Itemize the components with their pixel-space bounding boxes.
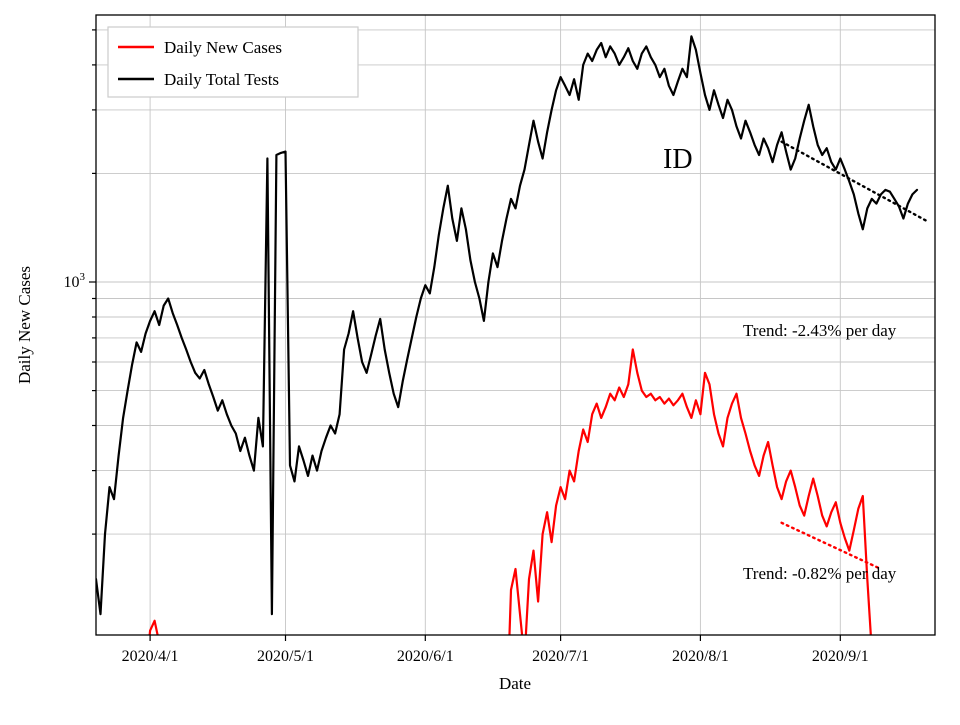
trend-lines	[780, 140, 928, 571]
y-tick-labels: 103	[64, 271, 86, 291]
axis-tick-marks	[89, 29, 841, 641]
trend-line-daily-new-cases	[780, 521, 883, 571]
legend-label-daily-total-tests: Daily Total Tests	[164, 70, 279, 89]
x-tick-label: 2020/9/1	[812, 648, 869, 665]
x-tick-label: 2020/4/1	[122, 648, 179, 665]
x-tick-labels: 2020/4/1 2020/5/1 2020/6/1 2020/7/1 2020/8/1…	[122, 648, 869, 665]
daily-new-cases-line	[148, 348, 872, 635]
y-axis-label: Daily New Cases	[15, 266, 34, 384]
trend-label-tests: Trend: -2.43% per day	[743, 321, 897, 340]
x-tick-label: 2020/8/1	[672, 648, 729, 665]
daily-total-tests-line	[96, 35, 919, 616]
y-tick-label: 103	[64, 271, 86, 291]
x-tick-label: 2020/5/1	[257, 648, 314, 665]
trend-label-cases: Trend: -0.82% per day	[743, 564, 897, 583]
state-label: ID	[663, 144, 693, 175]
gridlines	[96, 15, 935, 635]
plot-border	[95, 14, 936, 636]
x-axis-label: Date	[499, 674, 531, 693]
legend-box	[107, 26, 359, 98]
x-tick-label: 2020/6/1	[397, 648, 454, 665]
x-tick-label: 2020/7/1	[532, 648, 589, 665]
legend-label-daily-new-cases: Daily New Cases	[164, 38, 282, 57]
data-series	[96, 35, 919, 635]
trend-line-daily-total-tests	[780, 140, 928, 222]
legend: Daily New Cases Daily Total Tests	[107, 26, 359, 98]
